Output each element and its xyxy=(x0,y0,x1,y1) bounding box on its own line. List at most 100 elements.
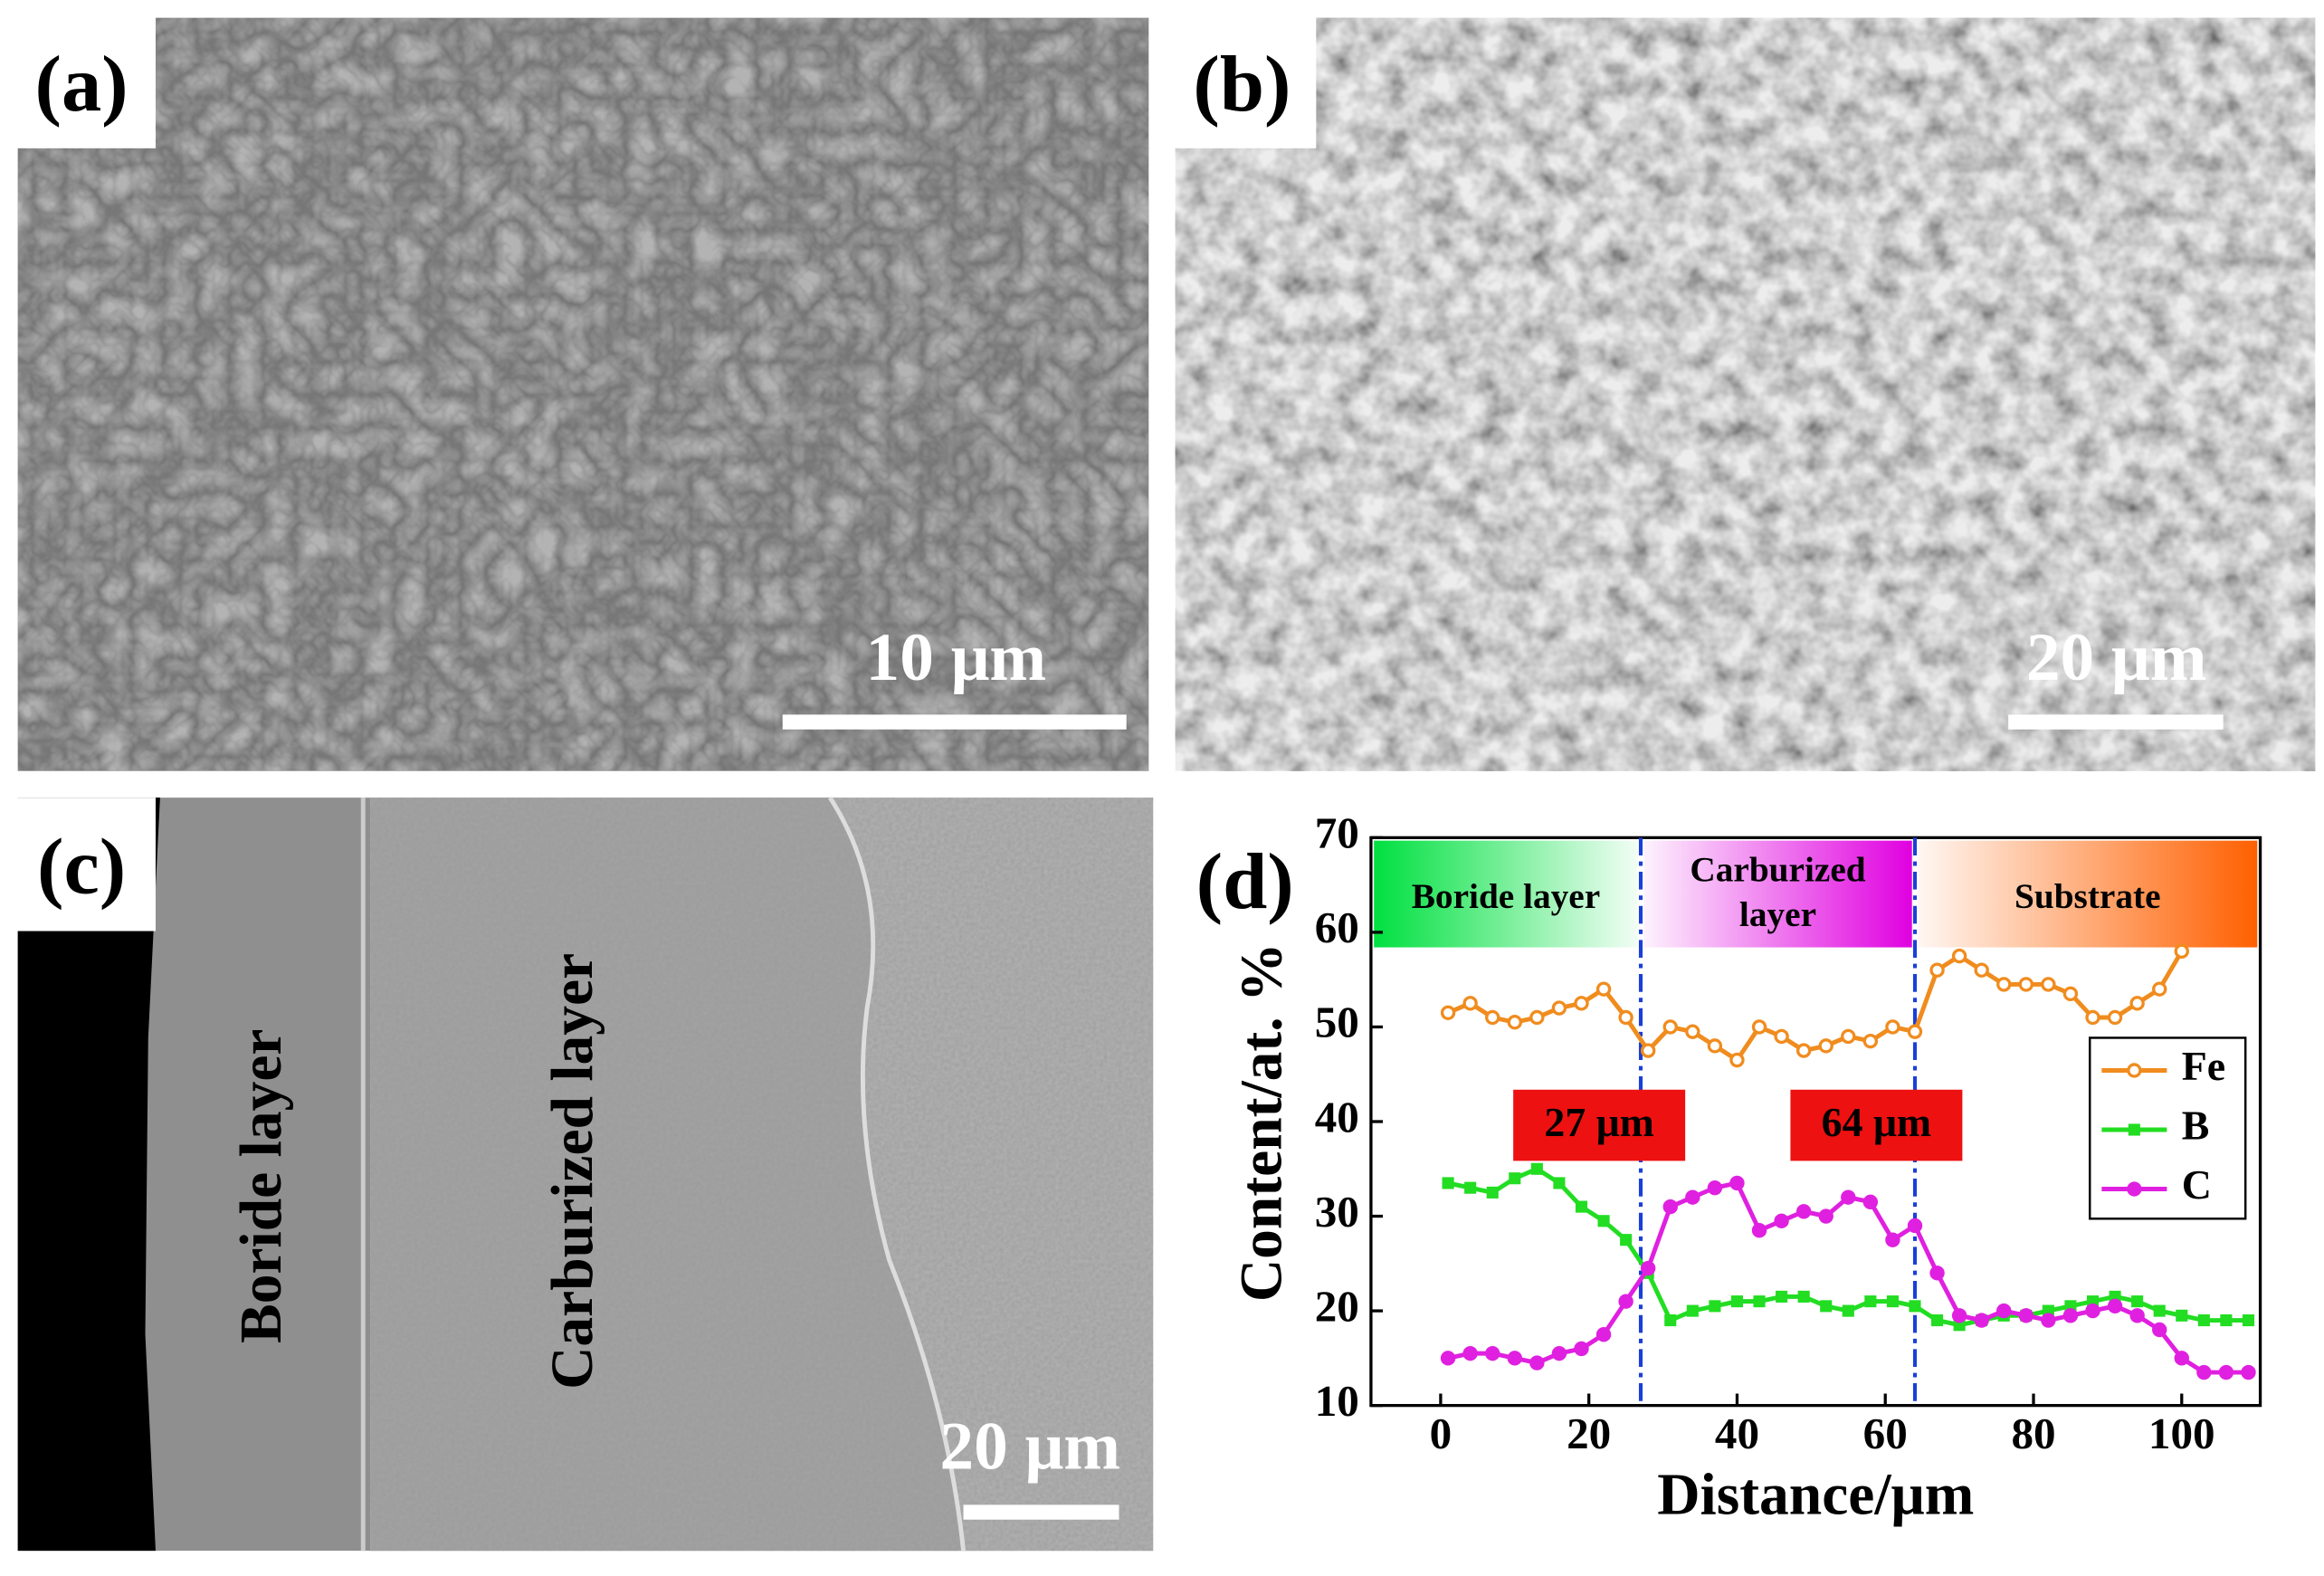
boundary-label: 64 μm xyxy=(1822,1099,1931,1145)
marker xyxy=(1485,1345,1500,1361)
marker xyxy=(1885,1232,1900,1247)
scale-bar-label: 20 μm xyxy=(2026,620,2207,695)
marker xyxy=(1595,981,1612,997)
marker xyxy=(1507,1015,1522,1030)
panel-b: (b) 20 μm xyxy=(1160,0,2316,771)
scale-bar xyxy=(963,1504,1119,1520)
marker xyxy=(2129,1308,2145,1323)
marker xyxy=(2085,1303,2100,1319)
scale-bar xyxy=(2008,714,2224,730)
marker xyxy=(1509,1172,1521,1185)
marker xyxy=(2018,977,2034,992)
y-axis-label: Content/at. % xyxy=(1229,943,1294,1303)
marker xyxy=(2218,1364,2234,1380)
marker xyxy=(1974,1313,1989,1328)
panel-d: (d) Content/at. % Distance/μm Boride lay… xyxy=(1196,808,2262,1527)
boundary-label: 27 μm xyxy=(1544,1099,1653,1145)
marker xyxy=(1951,948,1967,964)
x-tick-label: 60 xyxy=(1863,1409,1908,1458)
marker xyxy=(1730,1295,1743,1308)
x-axis-label: Distance/μm xyxy=(1657,1462,1974,1527)
legend-label: B xyxy=(2182,1103,2210,1149)
marker xyxy=(1864,1295,1877,1308)
marker xyxy=(2018,1308,2034,1323)
x-tick-label: 20 xyxy=(1567,1409,1611,1458)
marker xyxy=(1885,1019,1900,1035)
marker xyxy=(2197,1313,2210,1327)
marker xyxy=(1618,1294,1633,1309)
marker xyxy=(1640,1043,1656,1058)
marker xyxy=(1996,1303,2012,1319)
marker xyxy=(2152,1322,2167,1338)
sem-texture xyxy=(1175,17,2316,771)
marker xyxy=(1818,1038,1833,1054)
marker xyxy=(1530,1162,1543,1175)
scale-bar xyxy=(782,714,1127,730)
y-tick-label: 10 xyxy=(1315,1376,1359,1426)
marker xyxy=(1707,1180,1723,1196)
series-line xyxy=(1447,950,2184,1064)
y-tick-label: 50 xyxy=(1315,998,1359,1047)
marker xyxy=(1464,1181,1477,1194)
marker xyxy=(1640,1260,1656,1276)
marker xyxy=(2062,986,2079,1002)
marker xyxy=(1729,1175,1745,1191)
legend-marker xyxy=(2127,1181,2142,1197)
scale-bar-label: 10 μm xyxy=(866,620,1047,695)
marker xyxy=(1974,962,1989,978)
marker xyxy=(2220,1313,2233,1327)
panel-label: (d) xyxy=(1196,837,1294,926)
sem-texture xyxy=(17,17,1149,771)
region-band xyxy=(1918,840,2258,948)
marker xyxy=(1686,1304,1699,1317)
marker xyxy=(1507,1351,1522,1366)
interface xyxy=(828,796,966,1552)
marker xyxy=(1862,1194,1879,1210)
marker xyxy=(2174,943,2189,960)
y-tick-label: 70 xyxy=(1315,808,1359,858)
marker xyxy=(1462,996,1478,1011)
x-tick-label: 0 xyxy=(1430,1409,1452,1458)
mount xyxy=(17,798,160,1552)
marker xyxy=(1575,1200,1588,1213)
marker xyxy=(1795,1204,1812,1219)
marker xyxy=(1729,1052,1745,1068)
marker xyxy=(1751,1019,1767,1035)
marker xyxy=(1551,1345,1567,1361)
marker xyxy=(2196,1364,2212,1380)
marker xyxy=(1662,1199,1678,1215)
marker xyxy=(1842,1304,1854,1317)
marker xyxy=(1685,1189,1700,1205)
region-label: Substrate xyxy=(2014,876,2161,916)
marker xyxy=(1930,1313,1944,1327)
marker xyxy=(1597,1215,1610,1227)
marker xyxy=(2062,1308,2079,1323)
x-tick-label: 80 xyxy=(2011,1409,2055,1458)
panel-a: (a) 10 μm xyxy=(0,0,1149,771)
marker xyxy=(1929,1266,1945,1281)
panel-c: (c) Boride layer Carburized layer 20 μm xyxy=(0,796,1154,1552)
marker xyxy=(1620,1234,1633,1246)
marker xyxy=(1996,977,2012,992)
marker xyxy=(1774,1213,1789,1228)
marker xyxy=(2176,1309,2188,1322)
marker xyxy=(1862,1033,1879,1049)
marker xyxy=(1820,1300,1833,1313)
marker xyxy=(1529,1355,1545,1371)
marker xyxy=(1753,1295,1766,1308)
marker xyxy=(1709,1300,1721,1313)
marker xyxy=(1462,1345,1478,1361)
marker xyxy=(1529,1009,1545,1026)
marker xyxy=(1618,1009,1633,1026)
marker xyxy=(1485,1009,1500,1026)
marker xyxy=(1442,1177,1454,1189)
marker xyxy=(1664,1313,1677,1327)
panel-label: (b) xyxy=(1193,40,1291,129)
carburized-region xyxy=(370,798,964,1552)
marker xyxy=(1551,1000,1567,1016)
y-tick-label: 60 xyxy=(1315,903,1359,952)
marker xyxy=(2152,981,2167,997)
marker xyxy=(2174,1351,2189,1366)
